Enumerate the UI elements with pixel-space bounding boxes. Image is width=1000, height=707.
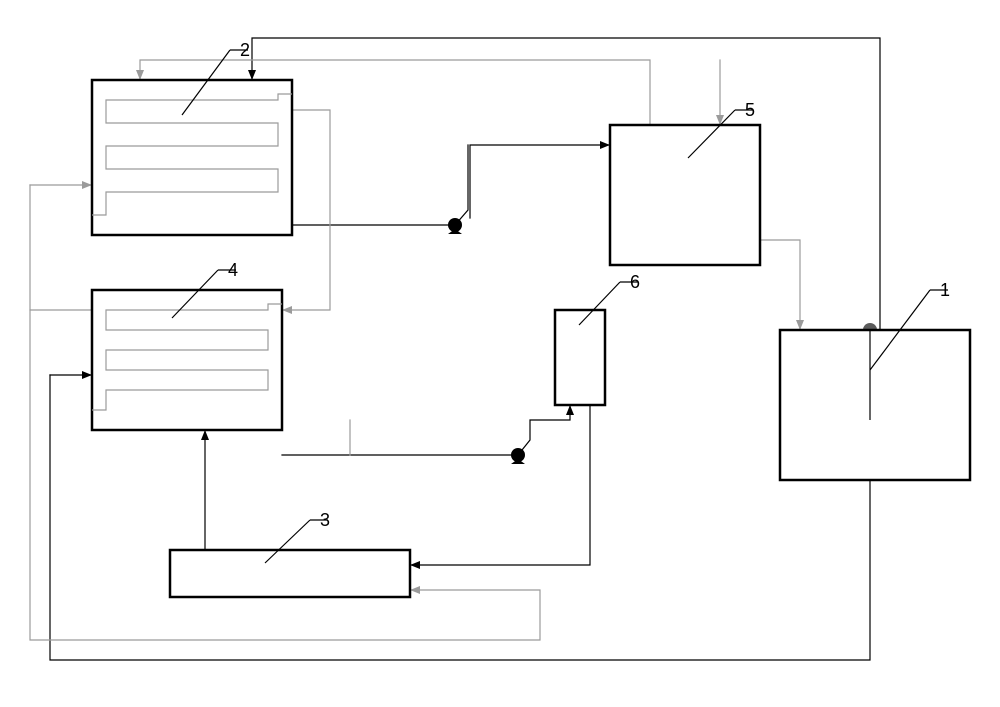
arrow-head xyxy=(716,115,724,125)
boxes-layer xyxy=(92,80,970,597)
flow-p1_riser xyxy=(455,145,468,225)
arrow-head xyxy=(600,141,610,149)
box-b1 xyxy=(780,330,970,480)
flow-f_4_coil_out_to_left_bus_gray xyxy=(30,185,92,310)
arrow-head xyxy=(796,320,804,330)
box-b4 xyxy=(92,290,282,430)
arrow-head xyxy=(136,70,144,80)
arrow-head xyxy=(82,371,92,379)
diagram-svg: 1 2 3 4 5 6 xyxy=(0,0,1000,707)
arrow-head xyxy=(82,181,92,189)
arrow-head xyxy=(410,586,420,594)
label-b5: 5 xyxy=(745,100,755,120)
arrow-head xyxy=(201,430,209,440)
flow-f_1_to_2_top_black xyxy=(252,38,880,330)
box-b3 xyxy=(170,550,410,597)
arrow-head xyxy=(248,70,256,80)
label-b6: 6 xyxy=(630,272,640,292)
arrow-head xyxy=(566,405,574,415)
label-b3: 3 xyxy=(320,510,330,530)
flow-f_p2_to_6_black xyxy=(518,405,570,455)
label-b1: 1 xyxy=(940,280,950,300)
box-b5 xyxy=(610,125,760,265)
flow-f_5_to_1_gray xyxy=(760,240,800,330)
diagram-canvas: 1 2 3 4 5 6 xyxy=(0,0,1000,707)
box-b2 xyxy=(92,80,292,235)
flow-f_6_to_3_black xyxy=(410,405,590,565)
arrow-head xyxy=(282,306,292,314)
label-b2: 2 xyxy=(240,40,250,60)
arrow-head xyxy=(410,561,420,569)
flow-f_p1_up_to_5_black xyxy=(470,145,610,218)
label-b4: 4 xyxy=(228,260,238,280)
